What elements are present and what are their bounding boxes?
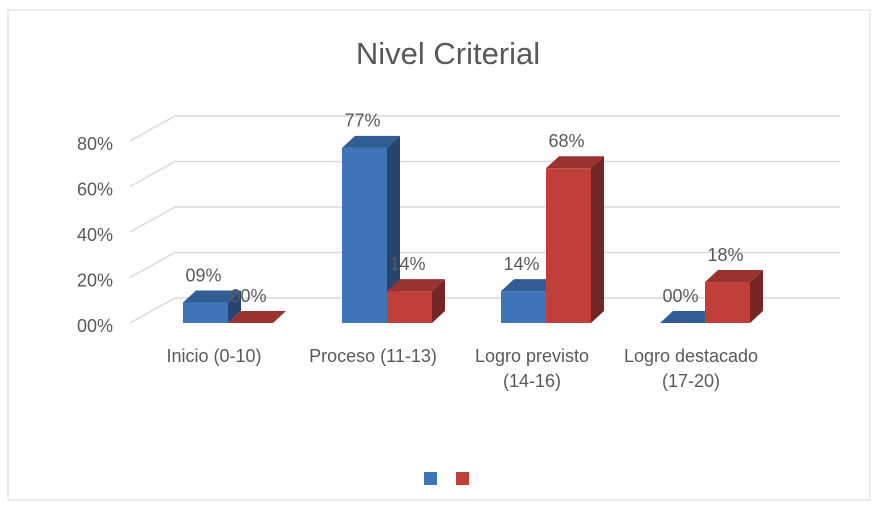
- data-label: 18%: [707, 245, 743, 265]
- y-tick-label: 00%: [77, 316, 113, 336]
- bar-front: [705, 282, 750, 323]
- bar-front: [501, 291, 546, 323]
- y-tick-label: 20%: [77, 270, 113, 290]
- bar-side: [228, 290, 241, 323]
- data-label: 68%: [548, 131, 584, 151]
- bar-top: [660, 311, 718, 323]
- bar-front: [342, 147, 387, 323]
- data-label: 00%: [230, 286, 266, 306]
- chart-frame: [7, 9, 871, 501]
- bar: [660, 311, 718, 323]
- legend-swatch: [424, 472, 437, 485]
- bar-front: [546, 168, 591, 323]
- bar: [546, 156, 604, 323]
- bar-side: [387, 135, 400, 323]
- grid-line: [129, 297, 840, 324]
- bar: [705, 270, 763, 323]
- y-tick-label: 80%: [77, 134, 113, 154]
- bar-side: [750, 270, 763, 323]
- x-tick-label: Logro previsto (14-16): [474, 346, 590, 391]
- grid-line: [129, 251, 840, 279]
- data-label: 14%: [389, 254, 425, 274]
- x-tick-label: Proceso (11-13): [309, 346, 437, 366]
- bar-top: [183, 290, 241, 303]
- x-tick-label: Logro destacado (17-20): [623, 346, 759, 391]
- data-label: 77%: [344, 111, 380, 131]
- data-label: 14%: [503, 254, 539, 274]
- bar-top: [501, 279, 559, 292]
- grid-line: [129, 160, 840, 188]
- data-label: 00%: [662, 286, 698, 306]
- bar-top: [546, 156, 604, 169]
- bar-top: [342, 135, 400, 148]
- data-label: 09%: [185, 265, 221, 285]
- bar-top: [705, 270, 763, 283]
- legend-swatch: [456, 472, 469, 485]
- chart-title: Nivel Criterial: [356, 36, 540, 71]
- bar-top: [387, 279, 445, 292]
- bar-front: [183, 302, 228, 323]
- y-tick-label: 40%: [77, 225, 113, 245]
- grid-line: [129, 206, 840, 233]
- grid-line: [129, 115, 840, 142]
- bar-front: [387, 291, 432, 323]
- bar: [387, 279, 445, 323]
- bar-top: [228, 311, 286, 323]
- bar: [183, 290, 241, 323]
- y-tick-label: 60%: [77, 179, 113, 199]
- x-tick-label: Inicio (0-10): [166, 346, 262, 366]
- bar-side: [432, 279, 445, 323]
- bar-side: [591, 156, 604, 323]
- bar: [228, 311, 286, 323]
- bar: [342, 135, 400, 323]
